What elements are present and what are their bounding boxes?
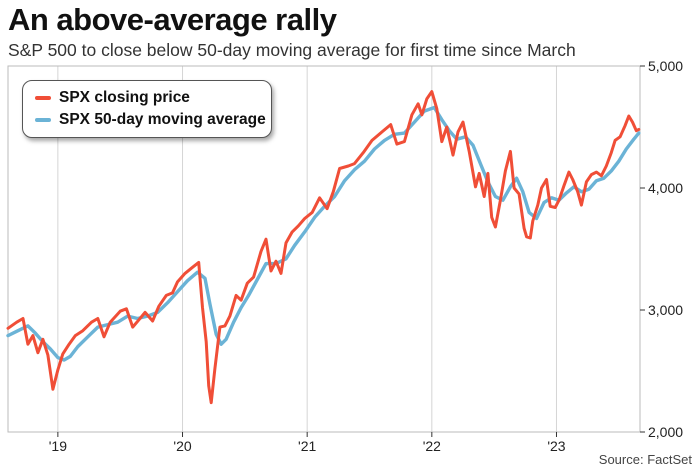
- legend-swatch-ma: [35, 118, 51, 122]
- x-tick-label-1: '20: [173, 438, 191, 454]
- x-tick-label-0: '19: [49, 438, 67, 454]
- chart-title: An above-average rally: [8, 2, 337, 37]
- source-note: Source: FactSet: [598, 452, 692, 467]
- legend-item-ma: SPX 50-day moving average: [35, 110, 266, 130]
- chart-subtitle: S&P 500 to close below 50-day moving ave…: [8, 40, 576, 60]
- plot-frame: [7, 65, 641, 433]
- y-tick-label-2: 4,000: [648, 180, 683, 196]
- chart-legend: SPX closing price SPX 50-day moving aver…: [22, 80, 272, 138]
- legend-label-price: SPX closing price: [59, 89, 190, 106]
- x-tick-label-3: '22: [423, 438, 441, 454]
- series-ma-line: [6, 105, 641, 362]
- y-tick-label-0: 2,000: [648, 424, 683, 440]
- y-tick-label-1: 3,000: [648, 302, 683, 318]
- x-tick-label-4: '23: [547, 438, 565, 454]
- series-price-line: [6, 90, 641, 405]
- x-tick-label-2: '21: [298, 438, 316, 454]
- legend-label-ma: SPX 50-day moving average: [59, 111, 266, 128]
- y-tick-label-3: 5,000: [648, 58, 683, 74]
- legend-item-price: SPX closing price: [35, 88, 190, 108]
- legend-swatch-price: [35, 96, 51, 100]
